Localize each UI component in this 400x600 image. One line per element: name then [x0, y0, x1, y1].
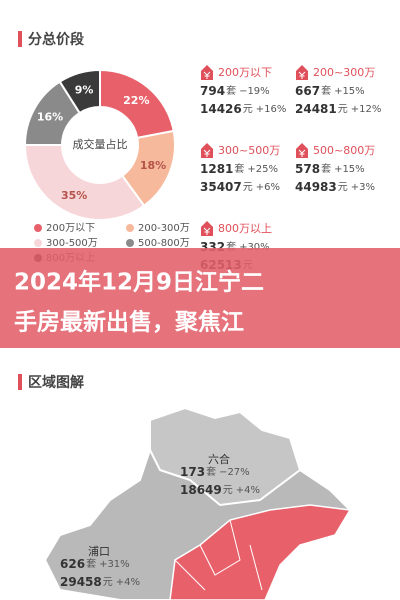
count-unit: 套	[226, 84, 236, 97]
count-change: −19%	[239, 86, 270, 97]
price-unit: 元	[338, 182, 348, 193]
price-icon-mark	[203, 71, 211, 79]
count-line: 794套 −19%	[200, 84, 270, 98]
price-change: +4%	[116, 577, 140, 588]
map-region	[149, 406, 302, 507]
price-unit: 元	[223, 485, 233, 496]
count-line: 667套 +15%	[295, 84, 365, 98]
count-line: 626套 +31%	[60, 557, 130, 571]
count-line: 173套 −27%	[180, 465, 250, 479]
price-icon	[201, 65, 213, 80]
count: 173	[180, 465, 205, 479]
price-unit: 元	[103, 577, 113, 588]
center-label: 成交量占比	[73, 137, 128, 151]
count-line: 1281套 +25%	[200, 162, 278, 176]
legend-label: 300-500万	[46, 238, 98, 249]
count-change: +31%	[99, 559, 130, 570]
price-line: 18649元 +4%	[180, 483, 260, 497]
price-range: 500~800万	[313, 144, 375, 157]
legend-swatch	[34, 239, 42, 247]
price-icon	[296, 65, 308, 80]
legend-label: 500-800万	[138, 238, 190, 249]
price-line: 29458元 +4%	[60, 575, 140, 589]
count-unit: 套	[206, 465, 216, 478]
price-unit: 元	[243, 182, 253, 193]
map-region-highlight	[169, 504, 352, 600]
legend-swatch	[126, 239, 134, 247]
section-marker	[18, 374, 22, 390]
price-change: +3%	[351, 182, 375, 193]
price-range: 200万以下	[218, 66, 272, 79]
price-change: +12%	[351, 104, 382, 115]
count-change: +25%	[247, 164, 278, 175]
price-unit: 元	[243, 104, 253, 115]
count-change: +15%	[334, 164, 365, 175]
price-line: 44983元 +3%	[295, 180, 375, 194]
legend-label: 200-300万	[138, 223, 190, 234]
map-border	[174, 519, 263, 591]
legend-swatch	[126, 224, 134, 232]
price-range: 300~500万	[218, 144, 280, 157]
section-marker	[18, 31, 22, 47]
count-unit: 套	[86, 557, 96, 570]
banner	[0, 248, 400, 348]
price-icon	[296, 143, 308, 158]
price-change: +6%	[256, 182, 280, 193]
section-title: 分总价段	[28, 31, 84, 48]
section-title: 区域图解	[28, 374, 84, 391]
slice-label: 18%	[140, 159, 166, 172]
slice-label: 16%	[37, 111, 63, 124]
price-icon-mark	[298, 71, 306, 79]
donut-chart: 22% 18% 35% 16% 9% 成交量占比 200万以下 200-300万 300-500…	[23, 68, 190, 264]
price: 29458	[60, 575, 102, 589]
region-name: 浦口	[88, 545, 110, 558]
count-unit: 套	[226, 240, 236, 253]
count-change: −27%	[219, 467, 250, 478]
price-range: 200~300万	[313, 66, 375, 79]
price: 14426	[200, 102, 242, 116]
price: 44983	[295, 180, 337, 194]
pie-slice	[58, 68, 101, 115]
count: 1281	[200, 162, 233, 176]
count-unit: 套	[234, 162, 244, 175]
price-change: +16%	[256, 104, 287, 115]
price: 24481	[295, 102, 337, 116]
legend-swatch	[34, 224, 42, 232]
price-line: 24481元 +12%	[295, 102, 381, 116]
slice-label: 9%	[75, 83, 94, 96]
price-line: 14426元 +16%	[200, 102, 286, 116]
price-icon-mark	[298, 149, 306, 157]
map	[43, 406, 352, 600]
count-unit: 套	[321, 84, 331, 97]
banner-line: 手房最新出售，聚焦江	[14, 309, 244, 336]
slice-label: 22%	[123, 94, 149, 107]
count-change: +30%	[239, 242, 270, 253]
count-unit: 套	[321, 162, 331, 175]
pie-slice	[23, 144, 146, 221]
price-icon-mark	[203, 227, 211, 235]
slice-label: 35%	[61, 189, 87, 202]
price-icon-mark	[203, 149, 211, 157]
banner-line: 2024年12月9日江宁二	[14, 269, 264, 296]
region-name: 六合	[208, 452, 230, 466]
count-line: 578套 +15%	[295, 162, 365, 176]
price-line: 35407元 +6%	[200, 180, 280, 194]
count: 626	[60, 557, 85, 571]
count: 794	[200, 84, 225, 98]
price: 18649	[180, 483, 222, 497]
count: 667	[295, 84, 320, 98]
price-range: 800万以上	[218, 222, 272, 235]
count: 578	[295, 162, 320, 176]
price-icon	[201, 221, 213, 236]
price-change: +4%	[236, 485, 260, 496]
legend-label: 200万以下	[46, 223, 95, 234]
price-icon	[201, 143, 213, 158]
count-change: +15%	[334, 86, 365, 97]
price-unit: 元	[338, 104, 348, 115]
price: 35407	[200, 180, 242, 194]
